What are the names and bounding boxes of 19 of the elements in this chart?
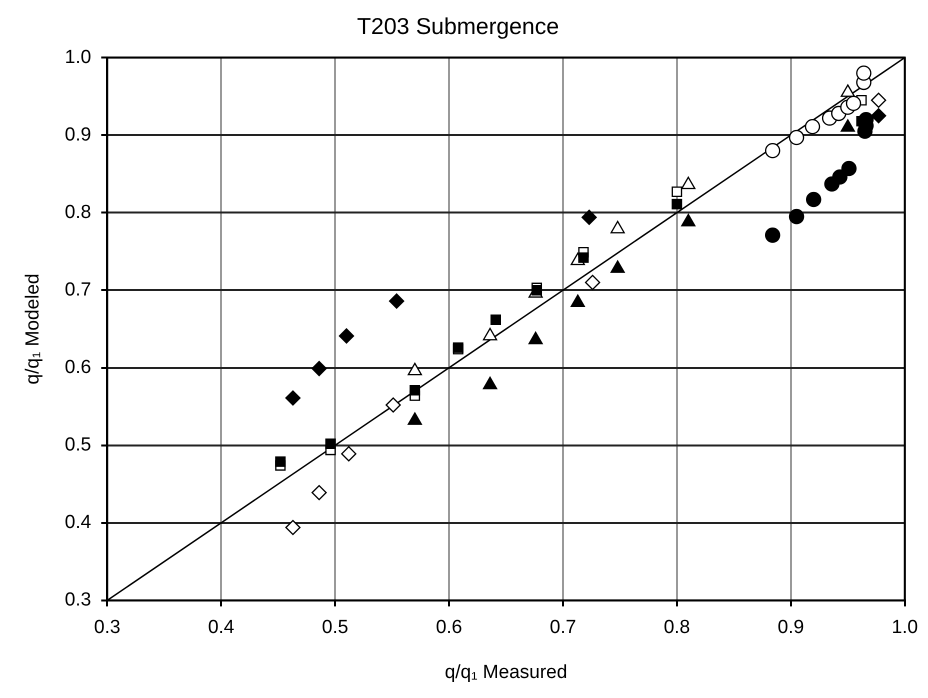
x-tick-label: 0.8 xyxy=(664,617,690,638)
y-axis-title: q/q₁ Modeled xyxy=(22,274,44,384)
x-tick-label: 0.4 xyxy=(208,617,235,638)
y-tick-label: 0.7 xyxy=(64,279,92,300)
x-tick-label: 0.6 xyxy=(436,617,462,638)
y-tick-label: 0.6 xyxy=(64,357,92,378)
y-tick-label: 0.5 xyxy=(64,434,92,456)
chart-title: T203 Submergence xyxy=(356,13,560,40)
y-tick-label: 1.0 xyxy=(64,46,92,68)
x-axis-title: q/q₁ Measured xyxy=(444,662,568,683)
x-tick-label: 0.5 xyxy=(322,617,348,638)
x-tick-label: 0.3 xyxy=(94,617,120,638)
x-tick-label: 0.9 xyxy=(778,617,804,638)
x-tick-label: 1.0 xyxy=(892,617,918,638)
x-tick-label: 0.7 xyxy=(550,617,576,638)
y-tick-label: 0.3 xyxy=(64,590,92,611)
y-tick-label: 0.4 xyxy=(64,512,92,534)
y-tick-label: 0.8 xyxy=(64,202,92,223)
y-tick-label: 0.9 xyxy=(64,124,92,146)
